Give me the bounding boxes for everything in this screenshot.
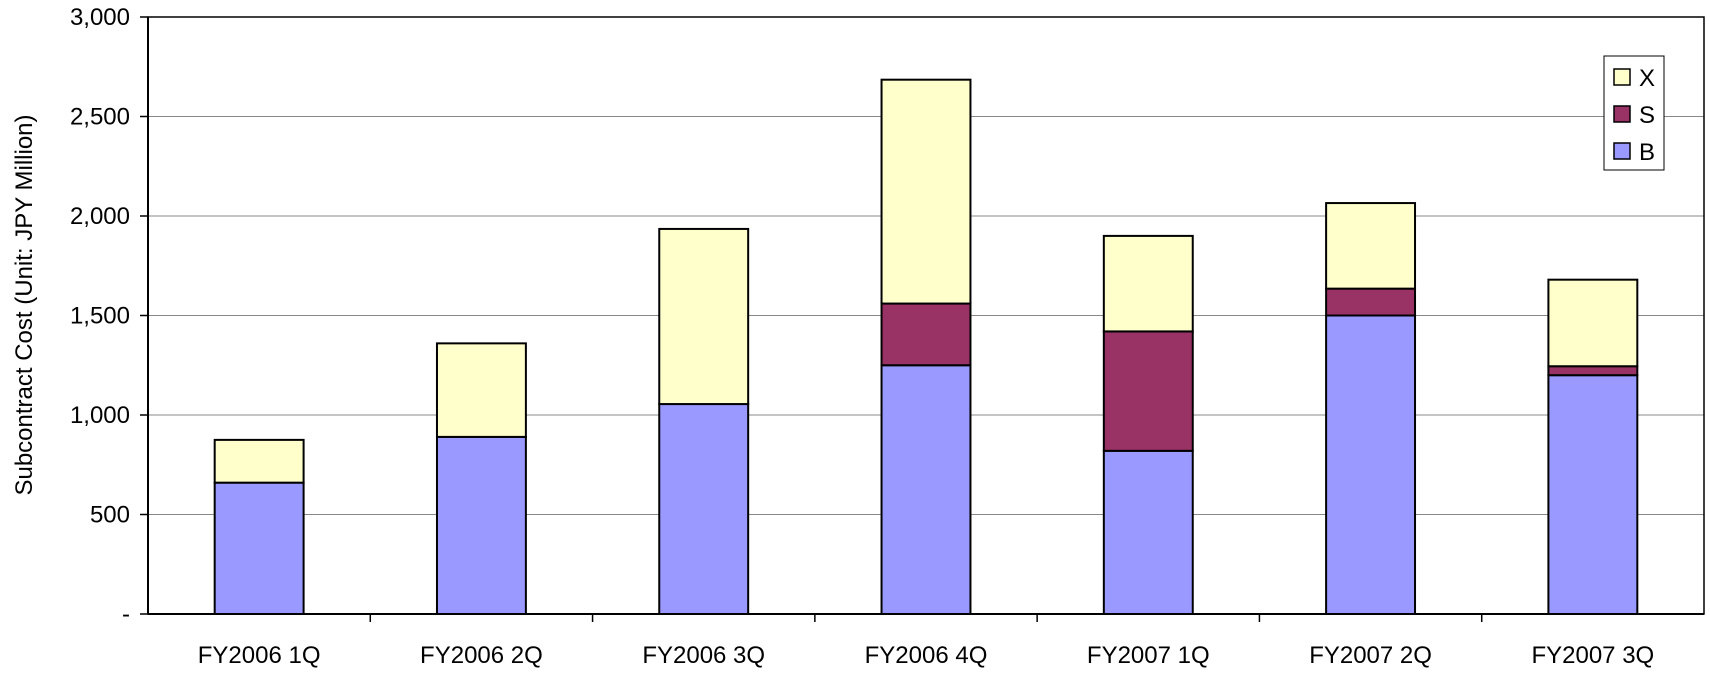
x-tick-label: FY2006 4Q (865, 642, 988, 669)
bar-segment-s (1102, 330, 1194, 452)
legend-label-s: S (1639, 102, 1655, 129)
y-tick-label: 1,000 (70, 402, 130, 429)
bar-segment-b (880, 364, 972, 615)
bar-segment-b (1325, 314, 1417, 615)
bar-segment-s (1325, 287, 1417, 317)
y-tick-label: 2,000 (70, 203, 130, 230)
x-tick-label: FY2006 2Q (420, 642, 543, 669)
y-tick-label: 2,500 (70, 104, 130, 131)
bar-segment-b (658, 403, 750, 615)
y-tick-label: 3,000 (70, 4, 130, 31)
bar-segment-b (1547, 374, 1639, 616)
axes (140, 16, 1704, 622)
bar-segment-x (880, 78, 972, 305)
legend: XSB (1603, 55, 1665, 171)
bar-segment-x (213, 438, 305, 484)
bars (213, 78, 1639, 616)
y-tick-labels: - 500 1,000 1,500 2,000 2,500 3,000 (70, 4, 130, 628)
x-tick-label: FY2007 2Q (1309, 642, 1432, 669)
bar-segment-b (435, 435, 527, 616)
y-tick-label: - (122, 601, 130, 628)
x-tick-label: FY2007 1Q (1087, 642, 1210, 669)
bar-segment-b (1102, 449, 1194, 615)
bar-segment-x (658, 227, 750, 406)
legend-swatch-s (1613, 105, 1631, 123)
bar-segment-b (213, 481, 305, 615)
bar-segment-s (880, 302, 972, 367)
y-tick-label: 1,500 (70, 303, 130, 330)
y-axis-title: Subcontract Cost (Unit: JPY Million) (11, 114, 38, 495)
x-tick-labels: FY2006 1Q FY2006 2Q FY2006 3Q FY2006 4Q FY20… (198, 642, 1654, 669)
x-tick-label: FY2006 1Q (198, 642, 321, 669)
bar-segment-x (1102, 234, 1194, 333)
legend-swatch-b (1613, 142, 1631, 160)
legend-label-b: B (1639, 139, 1655, 166)
legend-label-x: X (1639, 65, 1655, 92)
y-tick-label: 500 (90, 502, 130, 529)
legend-swatch-x (1613, 68, 1631, 86)
bar-segment-x (1547, 278, 1639, 368)
x-tick-label: FY2007 3Q (1531, 642, 1654, 669)
bar-segment-s (1547, 365, 1639, 377)
bar-segment-x (1325, 202, 1417, 290)
x-tick-label: FY2006 3Q (642, 642, 765, 669)
bar-segment-x (435, 342, 527, 438)
